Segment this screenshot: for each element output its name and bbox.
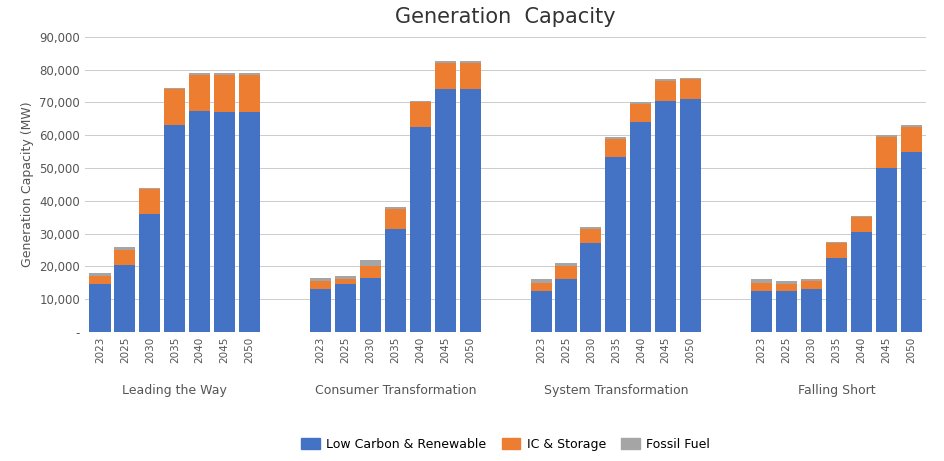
Bar	[850, 216, 871, 217]
Bar	[555, 263, 576, 266]
Bar	[875, 137, 896, 168]
Bar	[555, 266, 576, 279]
Bar	[434, 61, 455, 63]
Title: Generation  Capacity: Generation Capacity	[395, 7, 615, 27]
Bar	[139, 189, 160, 214]
Bar	[875, 168, 896, 332]
Bar	[214, 112, 235, 332]
Bar	[775, 291, 796, 332]
Bar	[90, 284, 110, 332]
Bar	[189, 111, 211, 332]
Bar	[530, 279, 551, 283]
Bar	[875, 135, 896, 137]
Bar	[139, 188, 160, 189]
Bar	[384, 207, 405, 209]
Bar	[580, 229, 600, 243]
Bar	[680, 79, 700, 99]
Bar	[90, 273, 110, 276]
Bar	[139, 214, 160, 332]
Bar	[750, 279, 771, 283]
Bar	[189, 75, 211, 111]
Bar	[825, 242, 846, 243]
Bar	[630, 122, 650, 332]
Bar	[360, 278, 380, 332]
Text: System Transformation: System Transformation	[543, 384, 687, 397]
Bar	[800, 290, 821, 332]
Bar	[334, 284, 356, 332]
Bar	[900, 125, 920, 127]
Bar	[850, 232, 871, 332]
Bar	[580, 243, 600, 332]
Bar	[239, 73, 260, 75]
Bar	[164, 88, 185, 89]
Bar	[239, 112, 260, 332]
Bar	[654, 81, 676, 101]
Bar	[459, 63, 480, 89]
Bar	[410, 127, 430, 332]
Bar	[680, 78, 700, 79]
Bar	[775, 281, 796, 284]
Bar	[530, 291, 551, 332]
Bar	[605, 137, 626, 138]
Bar	[750, 291, 771, 332]
Bar	[189, 73, 211, 75]
Bar	[900, 152, 920, 332]
Bar	[654, 101, 676, 332]
Bar	[114, 265, 135, 332]
Bar	[800, 279, 821, 281]
Text: Leading the Way: Leading the Way	[122, 384, 227, 397]
Bar	[334, 279, 356, 284]
Bar	[214, 75, 235, 112]
Bar	[114, 250, 135, 265]
Bar	[825, 258, 846, 332]
Text: Consumer Transformation: Consumer Transformation	[314, 384, 476, 397]
Bar	[459, 89, 480, 332]
Legend: Low Carbon & Renewable, IC & Storage, Fossil Fuel: Low Carbon & Renewable, IC & Storage, Fo…	[296, 432, 714, 455]
Bar	[239, 75, 260, 112]
Bar	[580, 227, 600, 229]
Y-axis label: Generation Capacity (MW): Generation Capacity (MW)	[21, 101, 34, 267]
Bar	[164, 89, 185, 125]
Bar	[114, 247, 135, 250]
Bar	[680, 99, 700, 332]
Bar	[775, 284, 796, 291]
Bar	[850, 217, 871, 232]
Bar	[360, 260, 380, 266]
Text: Falling Short: Falling Short	[797, 384, 874, 397]
Bar	[90, 276, 110, 284]
Bar	[360, 266, 380, 278]
Bar	[605, 138, 626, 157]
Bar	[630, 102, 650, 104]
Bar	[800, 281, 821, 290]
Bar	[825, 243, 846, 258]
Bar	[310, 281, 330, 290]
Bar	[164, 125, 185, 332]
Bar	[310, 290, 330, 332]
Bar	[410, 102, 430, 127]
Bar	[434, 89, 455, 332]
Bar	[530, 283, 551, 291]
Bar	[630, 104, 650, 122]
Bar	[900, 127, 920, 152]
Bar	[750, 283, 771, 291]
Bar	[605, 157, 626, 332]
Bar	[310, 278, 330, 281]
Bar	[384, 209, 405, 229]
Bar	[434, 63, 455, 89]
Bar	[334, 276, 356, 279]
Bar	[214, 73, 235, 75]
Bar	[384, 229, 405, 332]
Bar	[459, 61, 480, 63]
Bar	[555, 279, 576, 332]
Bar	[410, 101, 430, 102]
Bar	[654, 79, 676, 81]
